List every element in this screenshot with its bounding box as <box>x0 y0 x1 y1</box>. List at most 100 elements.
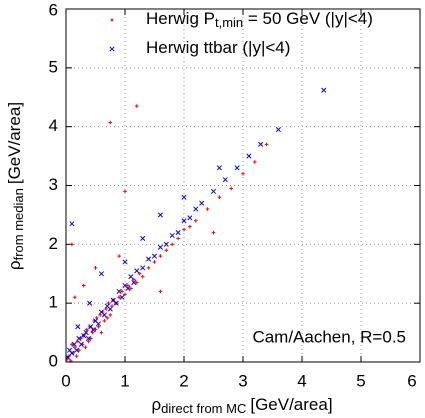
point <box>120 289 124 294</box>
point <box>73 295 77 300</box>
point <box>175 230 181 236</box>
point <box>108 120 113 125</box>
y-tick-label: 2 <box>49 234 58 253</box>
point <box>70 342 74 347</box>
point <box>105 316 110 320</box>
point <box>87 300 93 306</box>
point <box>158 289 163 294</box>
point <box>122 259 128 265</box>
point <box>126 283 130 288</box>
y-tick-label: 0 <box>49 351 58 370</box>
point <box>75 324 81 330</box>
point <box>123 189 127 194</box>
x-tick-label: 1 <box>120 371 129 390</box>
point <box>83 330 89 336</box>
point <box>152 260 157 264</box>
point <box>90 330 95 335</box>
legend-subscript: t,min <box>215 15 243 30</box>
point <box>211 230 216 235</box>
x-tick-label: 6 <box>407 371 416 390</box>
point <box>76 335 82 342</box>
y-tick-label: 3 <box>49 175 58 194</box>
point <box>253 160 257 164</box>
y-tick-label: 6 <box>49 0 58 19</box>
point <box>85 335 91 342</box>
point <box>199 200 205 206</box>
point <box>140 235 146 242</box>
point <box>88 336 93 341</box>
point <box>69 221 75 227</box>
point <box>90 327 96 333</box>
point <box>74 354 79 358</box>
point <box>275 127 281 133</box>
point <box>131 280 137 286</box>
point <box>140 265 146 271</box>
point <box>107 306 113 312</box>
point <box>234 165 240 171</box>
point <box>84 327 89 332</box>
y-tick-label: 5 <box>49 57 58 76</box>
point <box>117 295 121 300</box>
point <box>193 206 199 212</box>
y-axis-label: ρfrom median[GeV/area] <box>5 102 26 270</box>
point <box>74 347 80 353</box>
point <box>217 195 222 200</box>
point <box>81 283 86 288</box>
point <box>101 312 107 318</box>
legend-marker <box>110 18 114 22</box>
point <box>210 188 217 194</box>
plot-frame <box>65 8 421 363</box>
point <box>135 280 139 285</box>
x-tick-label: 2 <box>179 371 188 390</box>
legend-label: Herwig ttbar (|y|<4) <box>146 38 290 57</box>
point <box>229 186 233 191</box>
point <box>157 244 163 250</box>
x-tick-label: 4 <box>297 371 306 390</box>
y-tick-label: 4 <box>49 116 58 135</box>
legend-text: Herwig ttbar (|y|<4) <box>146 38 290 57</box>
point <box>188 224 192 229</box>
point <box>137 271 142 276</box>
point <box>116 288 122 294</box>
point <box>258 141 264 147</box>
point <box>181 194 187 200</box>
y-tick-label: 1 <box>49 293 58 312</box>
point <box>96 324 101 329</box>
point <box>222 177 228 183</box>
point <box>163 241 169 247</box>
point <box>71 341 77 347</box>
point <box>123 292 127 297</box>
point <box>246 153 252 159</box>
point <box>164 248 169 253</box>
point <box>70 242 74 247</box>
point <box>135 104 139 108</box>
legend-text: = 50 GeV (|y|<4) <box>243 9 373 28</box>
point <box>134 268 140 274</box>
point <box>151 253 158 259</box>
point <box>132 277 136 282</box>
point <box>117 254 121 258</box>
x-tick-label: 0 <box>61 371 70 390</box>
point <box>119 294 125 300</box>
point <box>129 286 133 291</box>
x-tick-label: 5 <box>356 371 365 390</box>
point <box>187 215 193 221</box>
point <box>78 341 84 347</box>
point <box>98 271 104 277</box>
point <box>83 345 88 350</box>
point <box>241 171 245 176</box>
point <box>93 266 98 270</box>
legend-text: Herwig P <box>146 9 215 28</box>
point <box>99 330 104 335</box>
point <box>95 321 102 327</box>
point <box>125 285 131 292</box>
point <box>181 218 187 224</box>
point <box>216 165 222 171</box>
point <box>146 256 152 262</box>
point <box>86 339 91 344</box>
point <box>321 87 327 93</box>
point <box>205 207 210 211</box>
point <box>176 236 180 241</box>
x-axis-label: ρdirect from MC [GeV/area] <box>151 395 332 416</box>
